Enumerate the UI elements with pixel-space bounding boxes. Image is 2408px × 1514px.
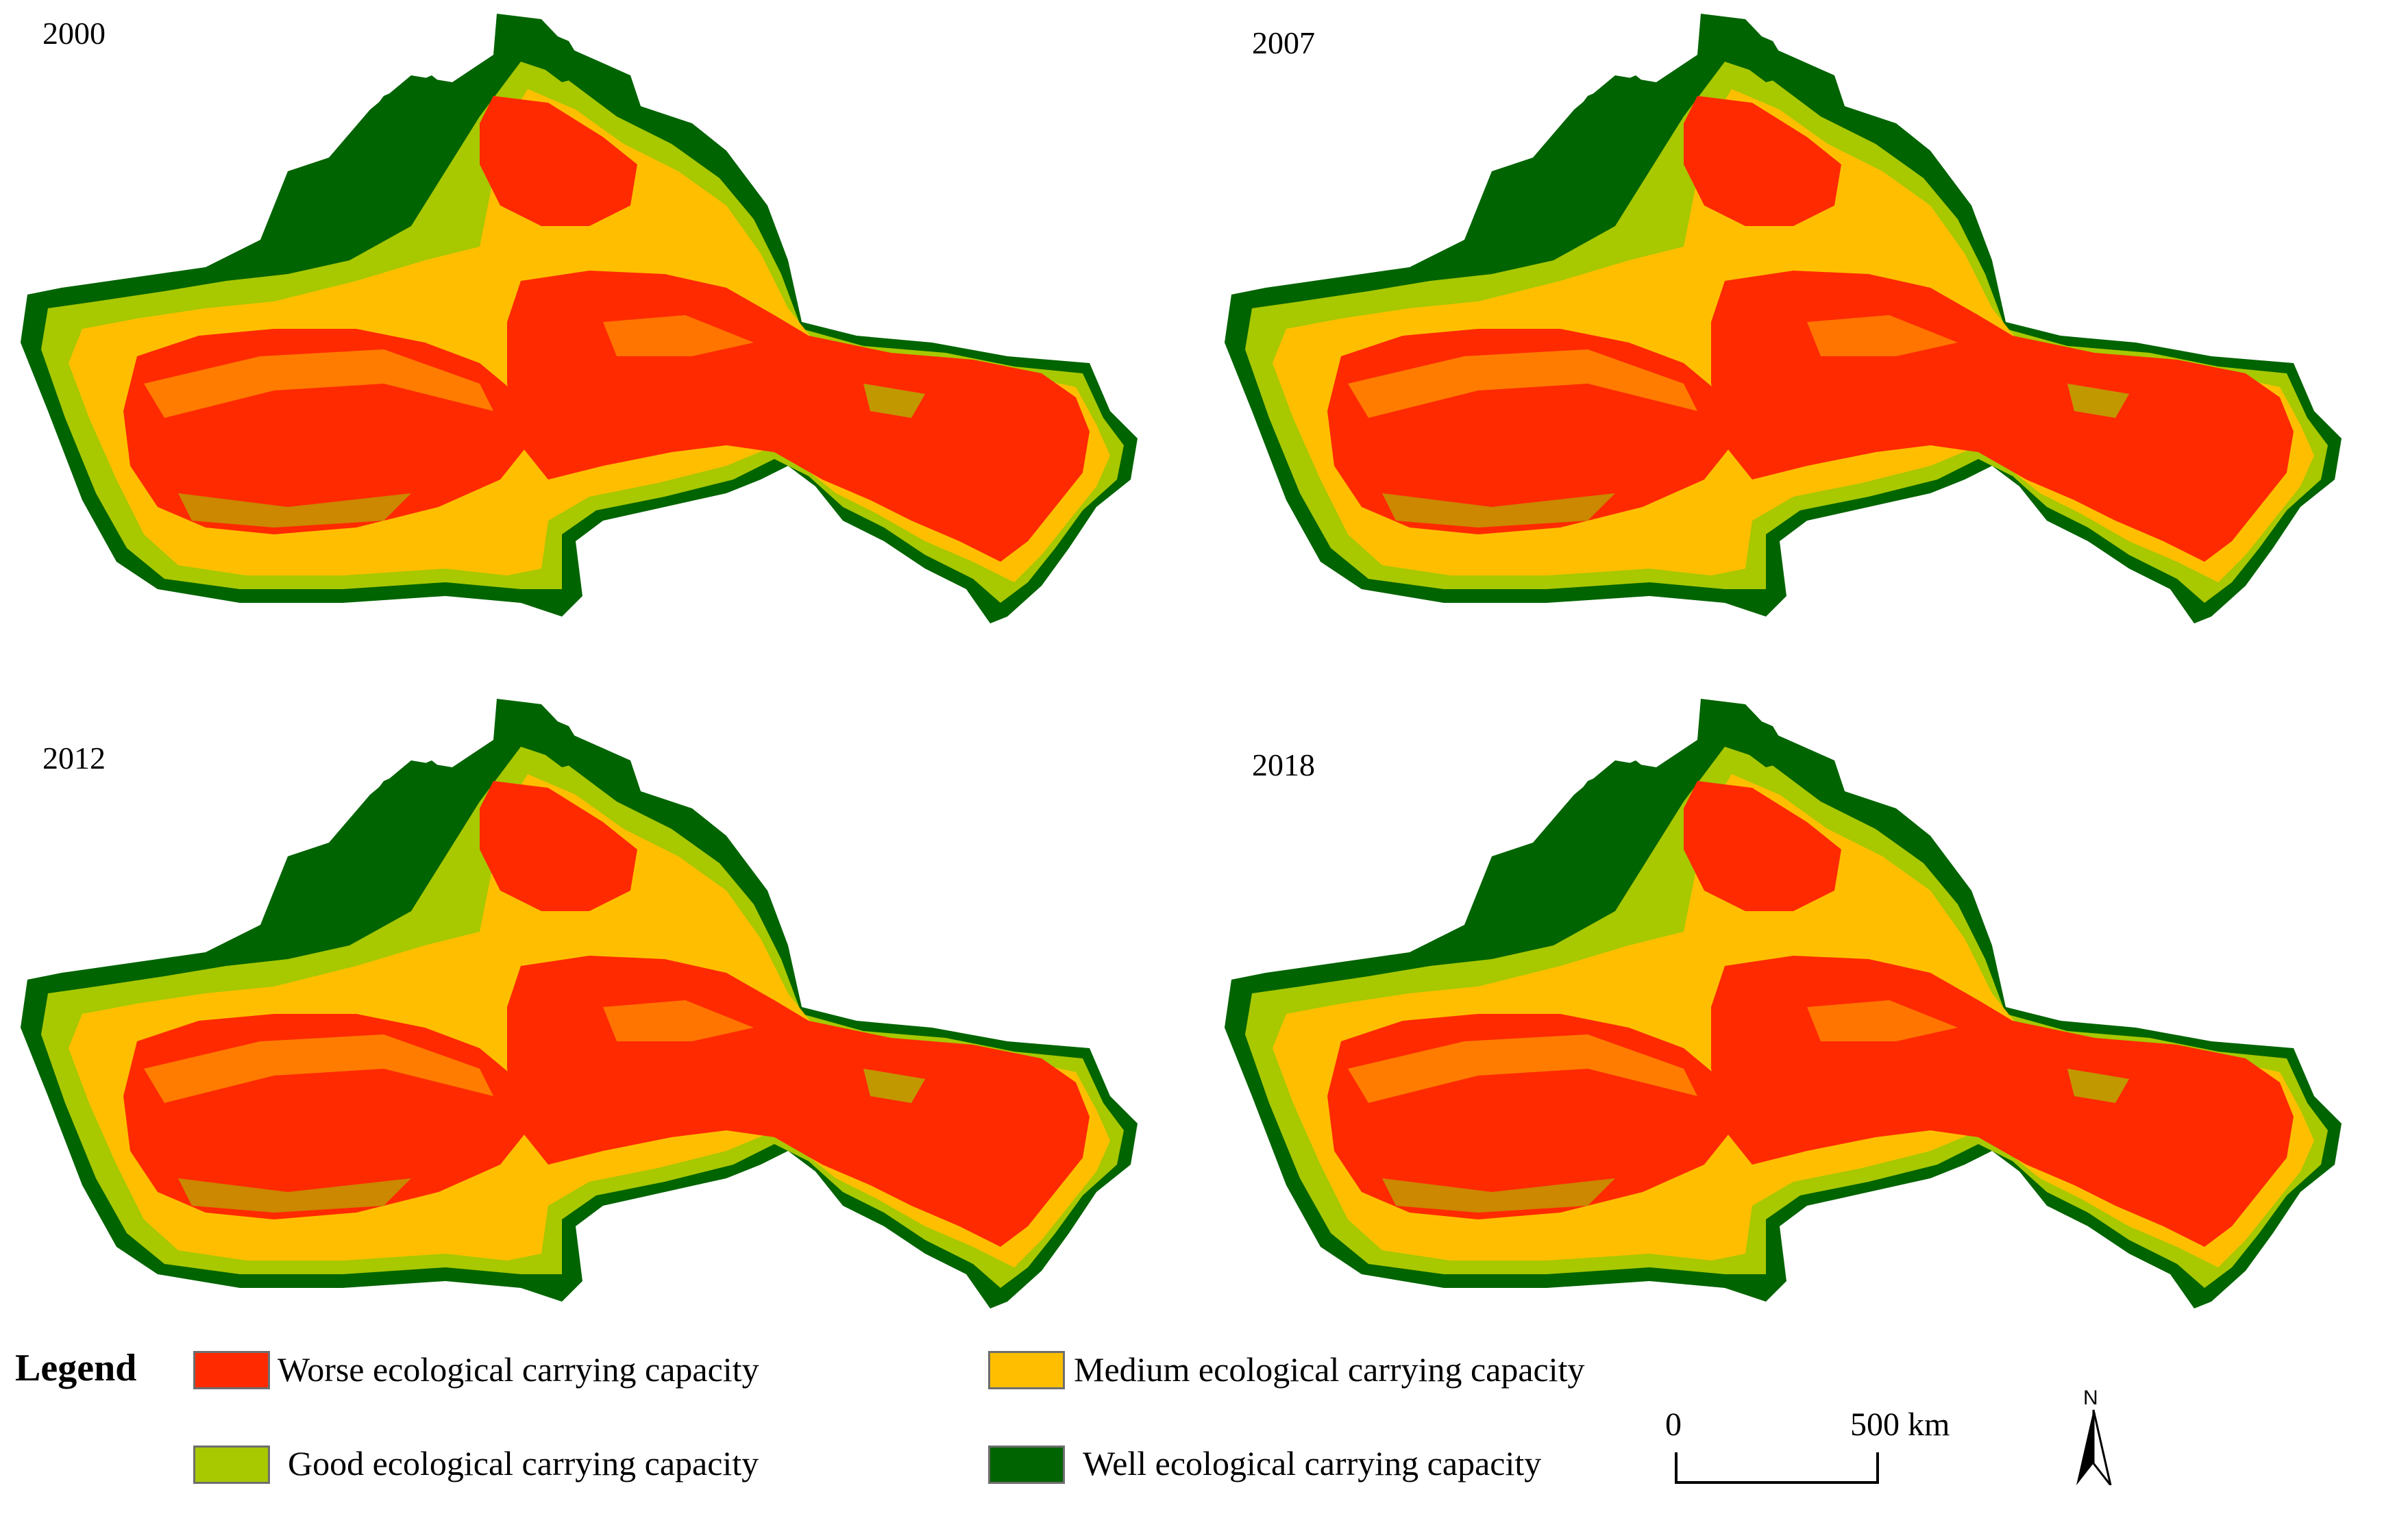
legend-swatch-medium xyxy=(988,1351,1065,1389)
region-map-2018 xyxy=(1225,699,2342,1308)
legend-title: Legend xyxy=(15,1347,137,1389)
north-arrow-icon xyxy=(2076,1409,2112,1485)
legend-label-good: Good ecological carrying capacity xyxy=(288,1444,759,1482)
map-panel-2012: 2012 xyxy=(0,685,1204,1370)
year-label: 2012 xyxy=(42,741,106,775)
region-map-2000 xyxy=(21,14,1138,623)
legend-label-well: Well ecological carrying capacity xyxy=(1083,1444,1542,1482)
legend-swatch-well xyxy=(988,1445,1065,1484)
legend-label-medium: Medium ecological carrying capacity xyxy=(1074,1350,1585,1389)
map-panel-2018: 2018 xyxy=(1204,685,2408,1370)
region-map-2007 xyxy=(1225,14,2342,623)
year-label: 2018 xyxy=(1252,747,1315,782)
map-panel-2007: 2007 xyxy=(1204,0,2408,685)
legend-label-worse: Worse ecological carrying capacity xyxy=(278,1350,759,1389)
legend-swatch-good xyxy=(193,1445,270,1484)
scale-start-label: 0 xyxy=(1665,1406,1682,1443)
map-panel-2000: 2000 xyxy=(0,0,1204,685)
scale-end-label: 500 km xyxy=(1850,1406,1950,1443)
legend-swatch-worse xyxy=(193,1351,270,1389)
year-label: 2000 xyxy=(42,16,106,51)
year-label: 2007 xyxy=(1252,25,1315,60)
north-label: N xyxy=(2083,1387,2098,1409)
scale-bar xyxy=(1675,1452,1879,1484)
region-map-2012 xyxy=(21,699,1138,1308)
